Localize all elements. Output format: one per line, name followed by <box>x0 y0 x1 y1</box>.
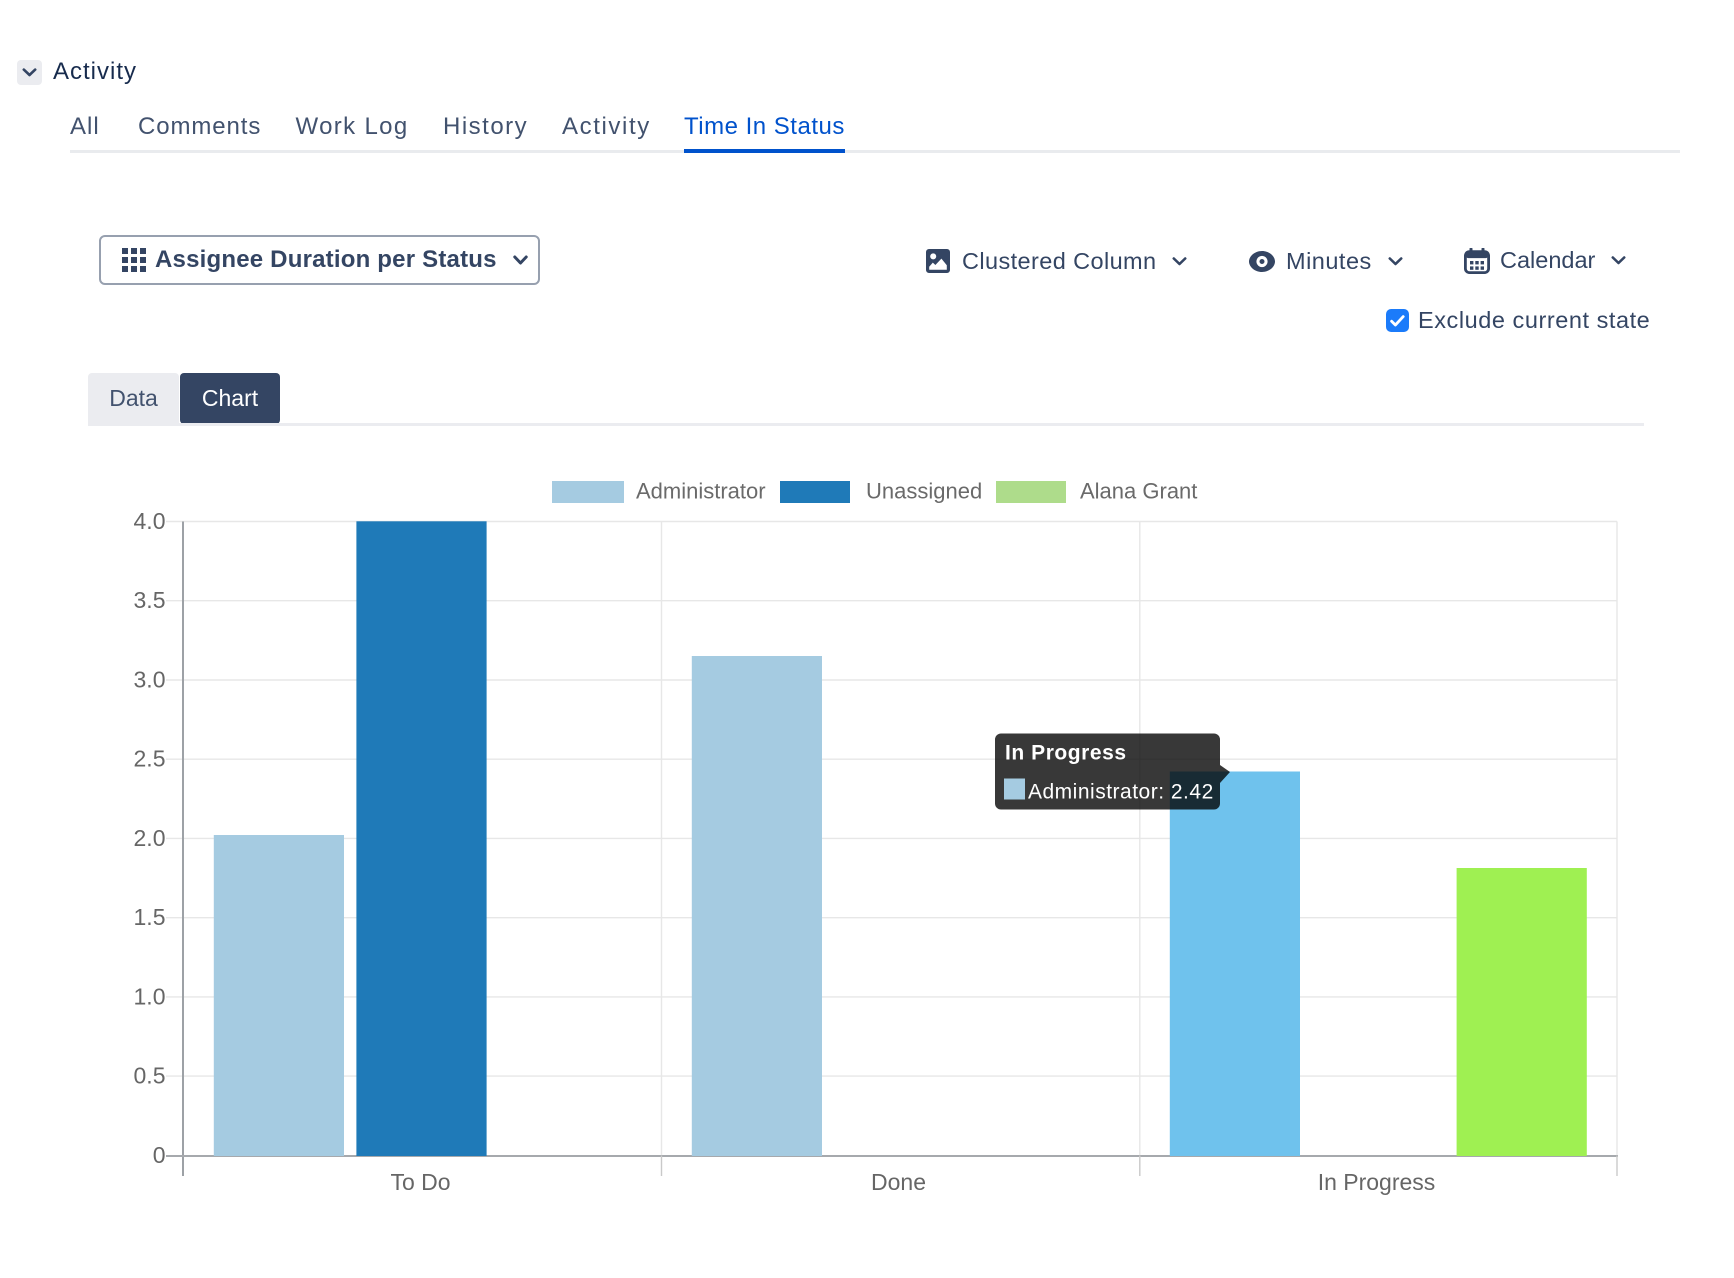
svg-text:In Progress: In Progress <box>1318 1169 1436 1195</box>
svg-text:Administrator: Administrator <box>636 479 766 504</box>
svg-text:2.5: 2.5 <box>134 746 166 772</box>
svg-text:3.5: 3.5 <box>134 587 166 613</box>
svg-text:2.0: 2.0 <box>134 825 166 851</box>
svg-text:To Do: To Do <box>390 1169 450 1195</box>
svg-text:Done: Done <box>871 1169 926 1195</box>
svg-text:Alana Grant: Alana Grant <box>1080 479 1197 504</box>
svg-text:Administrator: 2.42: Administrator: 2.42 <box>1028 781 1214 804</box>
svg-text:1.0: 1.0 <box>134 983 166 1009</box>
svg-text:0.5: 0.5 <box>134 1063 166 1089</box>
svg-text:3.0: 3.0 <box>134 666 166 692</box>
svg-text:4.0: 4.0 <box>134 508 166 534</box>
svg-text:In Progress: In Progress <box>1005 742 1127 765</box>
svg-text:0: 0 <box>153 1142 166 1168</box>
svg-text:Unassigned: Unassigned <box>866 479 982 504</box>
svg-text:1.5: 1.5 <box>134 904 166 930</box>
